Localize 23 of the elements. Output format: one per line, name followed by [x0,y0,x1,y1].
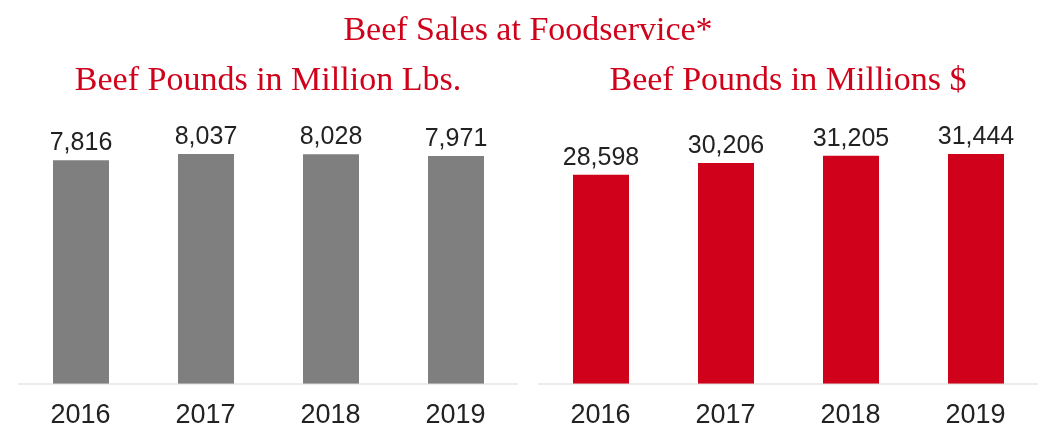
x-tick-label: 2019 [945,399,1006,430]
x-tick-label: 2016 [50,399,111,430]
data-label: 7,816 [49,127,113,156]
x-tick-label: 2018 [300,399,361,430]
bar [573,174,629,384]
data-label: 28,598 [562,141,640,170]
x-tick-label: 2017 [175,399,236,430]
x-tick-label: 2019 [425,399,486,430]
data-label: 31,444 [937,121,1015,149]
data-label: 31,205 [812,122,890,151]
data-label: 30,206 [687,130,765,159]
data-label: 8,028 [299,121,363,150]
chart-subtitle: Beef Pounds in Millions $ [609,60,967,99]
x-tick-label: 2018 [820,399,881,430]
x-tick-label: 2016 [570,399,631,430]
data-label: 8,037 [174,121,238,149]
chart-subtitle: Beef Pounds in Million Lbs. [74,60,462,99]
x-tick-label: 2017 [695,399,756,430]
bar [948,154,1004,384]
chart-title: Beef Sales at Foodservice* [343,9,713,49]
data-label: 7,971 [424,122,488,151]
bar [823,155,879,384]
bar [698,163,754,384]
